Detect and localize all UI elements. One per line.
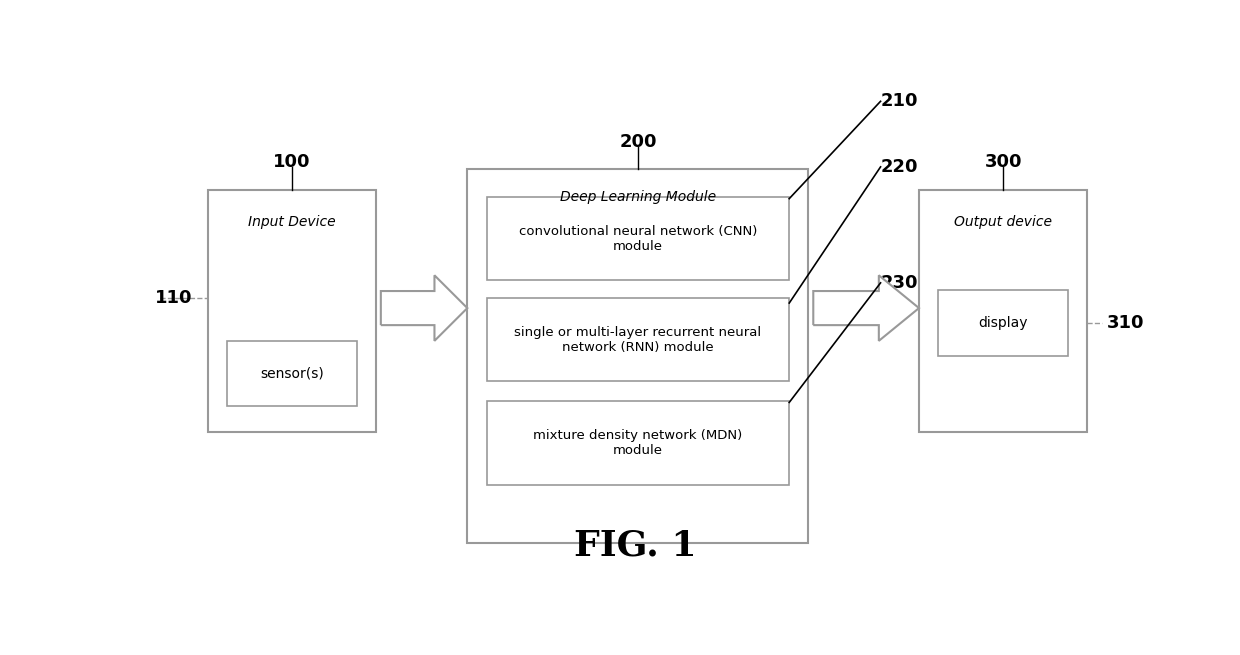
Text: 310: 310 <box>1106 314 1143 332</box>
Text: 230: 230 <box>880 274 918 292</box>
FancyBboxPatch shape <box>467 170 808 542</box>
Polygon shape <box>434 275 467 341</box>
Text: mixture density network (MDN)
module: mixture density network (MDN) module <box>533 429 743 457</box>
FancyBboxPatch shape <box>486 402 789 485</box>
FancyBboxPatch shape <box>381 291 434 325</box>
FancyBboxPatch shape <box>939 290 1068 356</box>
FancyBboxPatch shape <box>227 341 357 406</box>
FancyBboxPatch shape <box>813 291 879 325</box>
Text: 300: 300 <box>985 153 1022 171</box>
FancyBboxPatch shape <box>919 189 1087 432</box>
Text: 100: 100 <box>273 153 311 171</box>
Text: 220: 220 <box>880 158 918 176</box>
Text: sensor(s): sensor(s) <box>260 367 324 381</box>
Text: display: display <box>978 316 1028 330</box>
Text: FIG. 1: FIG. 1 <box>574 529 697 563</box>
Text: convolutional neural network (CNN)
module: convolutional neural network (CNN) modul… <box>518 225 758 253</box>
Text: Deep Learning Module: Deep Learning Module <box>559 189 715 204</box>
Text: 210: 210 <box>880 92 918 110</box>
FancyBboxPatch shape <box>486 298 789 381</box>
Text: 110: 110 <box>155 289 192 307</box>
Text: Output device: Output device <box>954 215 1052 229</box>
Polygon shape <box>879 275 919 341</box>
Text: Input Device: Input Device <box>248 215 336 229</box>
FancyBboxPatch shape <box>208 189 376 432</box>
FancyBboxPatch shape <box>486 197 789 280</box>
Text: 200: 200 <box>619 133 657 151</box>
Text: single or multi-layer recurrent neural
network (RNN) module: single or multi-layer recurrent neural n… <box>515 326 761 354</box>
